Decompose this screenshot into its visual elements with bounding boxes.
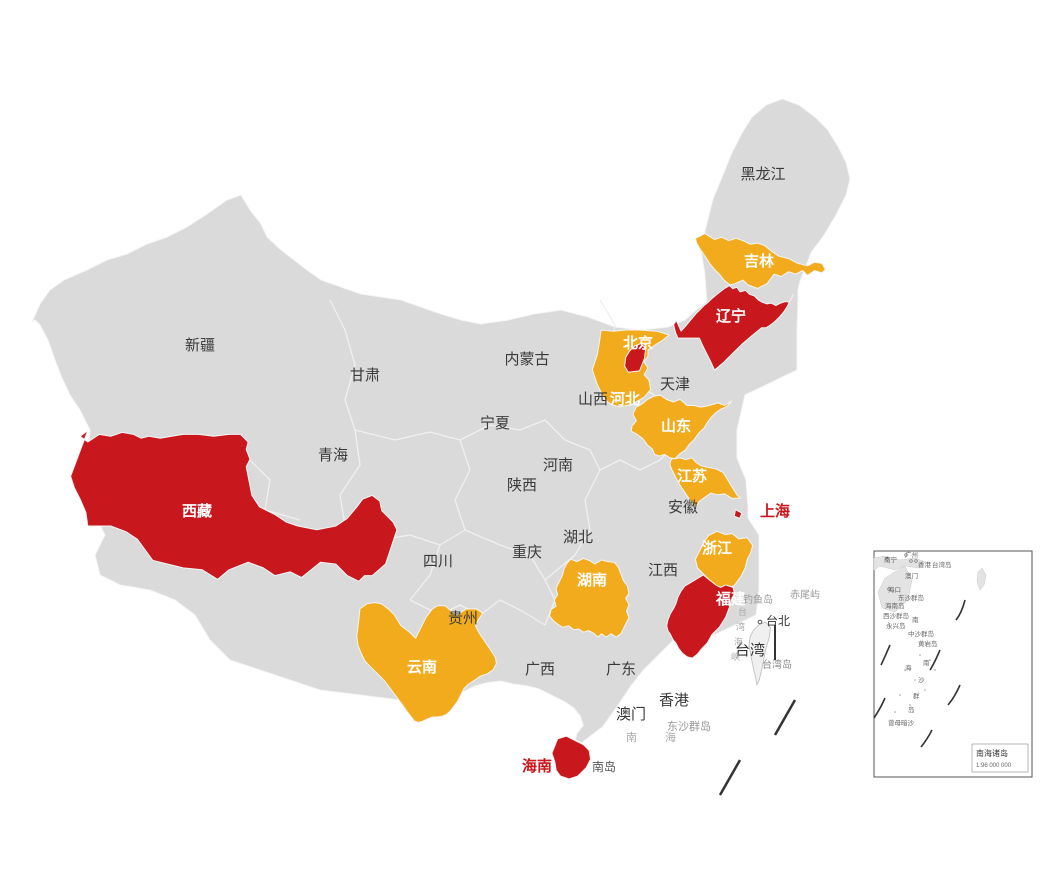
svg-text:湾: 湾 <box>736 621 745 632</box>
svg-text:沙: 沙 <box>918 677 925 684</box>
svg-text:内蒙古: 内蒙古 <box>504 351 549 368</box>
svg-text:南: 南 <box>912 615 919 624</box>
svg-text:天津: 天津 <box>660 376 690 393</box>
svg-text:海南岛: 海南岛 <box>885 601 905 610</box>
svg-text:吉林: 吉林 <box>744 252 775 270</box>
svg-text:河南: 河南 <box>543 457 573 474</box>
svg-text:黄岩岛: 黄岩岛 <box>918 639 938 648</box>
svg-text:广东: 广东 <box>606 661 636 678</box>
svg-text:西藏: 西藏 <box>182 502 212 520</box>
svg-text:香港: 香港 <box>918 560 932 569</box>
svg-text:海: 海 <box>665 730 676 744</box>
svg-text:广西: 广西 <box>525 661 555 678</box>
svg-text:钓鱼岛: 钓鱼岛 <box>743 593 773 606</box>
svg-text:黑龙江: 黑龙江 <box>740 166 785 183</box>
svg-text:四川: 四川 <box>423 553 453 570</box>
svg-text:1:96 000 000: 1:96 000 000 <box>976 763 1012 769</box>
svg-text:宁夏: 宁夏 <box>480 415 510 432</box>
svg-text:东沙群岛: 东沙群岛 <box>667 719 711 733</box>
svg-text:海南: 海南 <box>522 757 552 775</box>
svg-text:南海诸岛: 南海诸岛 <box>976 748 1008 758</box>
svg-text:云南: 云南 <box>407 658 437 676</box>
svg-text:江苏: 江苏 <box>677 467 707 485</box>
svg-text:曾母暗沙: 曾母暗沙 <box>888 718 915 727</box>
svg-text:台湾岛: 台湾岛 <box>932 560 952 569</box>
svg-text:新疆: 新疆 <box>185 337 215 354</box>
svg-text:上海: 上海 <box>760 502 790 520</box>
svg-text:台北: 台北 <box>766 613 790 628</box>
svg-text:山西: 山西 <box>578 391 608 408</box>
svg-text:峡: 峡 <box>731 651 740 662</box>
svg-text:香港: 香港 <box>659 692 689 709</box>
svg-text:南: 南 <box>923 658 930 667</box>
svg-text:澳门: 澳门 <box>905 571 918 580</box>
svg-text:湖北: 湖北 <box>563 529 593 546</box>
svg-text:西沙群岛: 西沙群岛 <box>883 611 909 620</box>
svg-text:赤尾屿: 赤尾屿 <box>790 589 820 601</box>
svg-text:海: 海 <box>734 636 743 647</box>
svg-text:江西: 江西 <box>648 562 678 579</box>
svg-text:甘肃: 甘肃 <box>350 367 380 384</box>
svg-text:山东: 山东 <box>661 417 691 435</box>
svg-text:北京: 北京 <box>623 334 653 352</box>
svg-text:台: 台 <box>738 606 747 617</box>
svg-text:群: 群 <box>913 691 920 700</box>
svg-text:安徽: 安徽 <box>668 499 698 516</box>
svg-text:河北: 河北 <box>610 390 640 408</box>
svg-text:澳门: 澳门 <box>616 706 646 723</box>
svg-text:浙江: 浙江 <box>702 539 732 557</box>
svg-text:台湾岛: 台湾岛 <box>762 658 792 671</box>
svg-text:东沙群岛: 东沙群岛 <box>898 593 924 602</box>
svg-text:重庆: 重庆 <box>512 544 542 561</box>
svg-text:中沙群岛: 中沙群岛 <box>908 629 934 638</box>
svg-text:陕西: 陕西 <box>507 477 537 494</box>
svg-text:南: 南 <box>626 731 637 744</box>
svg-text:岛: 岛 <box>908 705 915 714</box>
svg-text:湖南: 湖南 <box>577 571 607 589</box>
svg-text:青海: 青海 <box>318 447 348 464</box>
svg-text:辽宁: 辽宁 <box>716 307 746 325</box>
svg-text:南岛: 南岛 <box>592 759 616 774</box>
svg-text:贵州: 贵州 <box>448 610 478 627</box>
svg-text:永兴岛: 永兴岛 <box>886 621 906 630</box>
svg-text:海: 海 <box>905 663 912 672</box>
